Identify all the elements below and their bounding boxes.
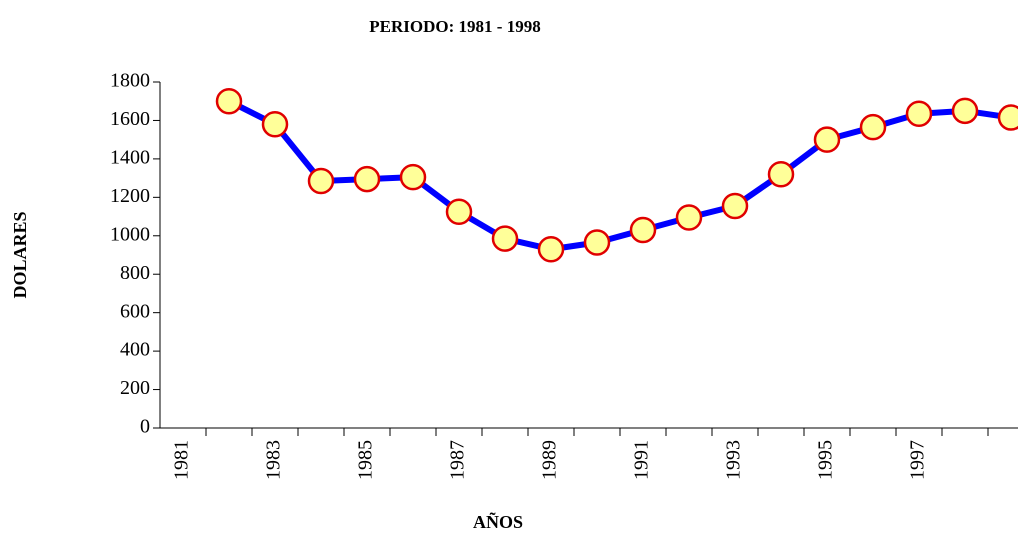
data-point — [261, 111, 289, 138]
x-tick-label: 1981 — [171, 440, 193, 480]
x-tick-label: 1989 — [539, 440, 561, 480]
data-point — [721, 192, 749, 220]
y-tick-label: 1000 — [110, 223, 150, 245]
y-tick-label: 800 — [120, 262, 150, 284]
data-point — [997, 104, 1018, 131]
data-point — [767, 161, 795, 188]
y-tick-label: 600 — [120, 300, 150, 322]
y-tick-label: 1400 — [110, 146, 150, 168]
data-point — [399, 163, 427, 191]
data-point — [629, 216, 657, 244]
y-tick-label: 0 — [140, 416, 150, 438]
x-axis-title: AÑOS — [473, 511, 523, 532]
data-point — [353, 165, 381, 193]
x-tick-label: 1987 — [447, 440, 469, 480]
x-tick-label: 1993 — [723, 440, 745, 480]
data-point — [445, 198, 473, 225]
y-tick-label: 400 — [120, 339, 150, 361]
x-tick-label: 1997 — [907, 440, 929, 480]
x-tick-label: 1995 — [815, 440, 837, 480]
x-tick-label: 1991 — [631, 440, 653, 480]
x-tick-label: 1985 — [355, 440, 377, 480]
y-tick-label: 1200 — [110, 185, 150, 207]
series-line — [227, 98, 1012, 253]
data-point — [859, 113, 887, 141]
data-point — [583, 229, 611, 256]
data-point — [951, 97, 979, 125]
data-point — [905, 100, 933, 127]
chart-title: PERIODO: 1981 - 1998 — [369, 17, 540, 36]
data-point — [491, 225, 519, 252]
x-tick-label: 1983 — [263, 440, 285, 480]
data-point — [215, 87, 243, 115]
y-tick-label: 1800 — [110, 70, 150, 92]
y-axis-title: DOLARES — [10, 211, 30, 298]
data-point — [537, 235, 565, 263]
y-tick-label: 200 — [120, 377, 150, 399]
data-point — [675, 204, 703, 231]
y-tick-label: 1600 — [110, 108, 150, 130]
data-point — [813, 126, 841, 153]
data-point — [307, 167, 335, 195]
